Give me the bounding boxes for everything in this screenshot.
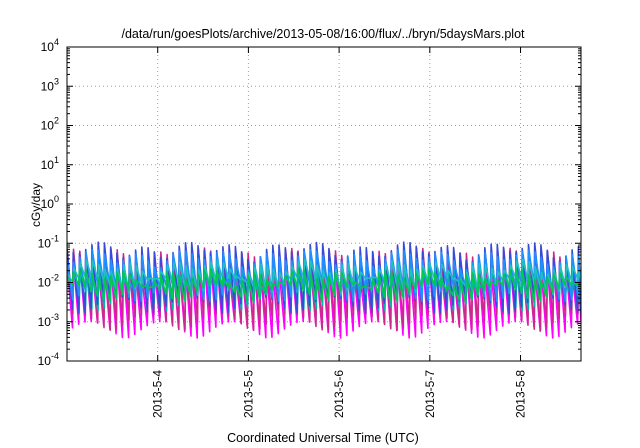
x-tick-label: 2013-5-6 — [332, 370, 346, 418]
series-line-7 — [67, 267, 581, 303]
x-tick-label: 2013-5-7 — [423, 370, 437, 418]
y-tick-label: 10-1 — [38, 233, 59, 250]
series-layer — [67, 241, 581, 339]
series-line-6 — [67, 258, 581, 296]
x-tick-label: 2013-5-8 — [514, 370, 528, 418]
y-axis-label: cGy/day — [29, 183, 43, 227]
y-tick-label: 101 — [41, 155, 59, 172]
y-tick-label: 104 — [41, 37, 59, 54]
x-tick-label: 2013-5-5 — [241, 370, 255, 418]
x-tick-label: 2013-5-4 — [151, 370, 165, 418]
y-tick-label: 10-2 — [38, 273, 59, 290]
x-axis-label: Coordinated Universal Time (UTC) — [227, 431, 419, 445]
chart-title: /data/run/goesPlots/archive/2013-05-08/1… — [121, 27, 525, 41]
ticks: 10-4 10-3 10-2 10-1 100 101 102 103 104 2013-5-4 2… — [38, 37, 581, 418]
y-tick-label: 10-4 — [38, 351, 59, 368]
y-tick-label: 10-3 — [38, 312, 59, 329]
y-tick-label: 100 — [41, 194, 59, 211]
grid — [67, 47, 581, 361]
y-tick-label: 103 — [41, 76, 59, 93]
y-tick-label: 102 — [41, 116, 59, 133]
